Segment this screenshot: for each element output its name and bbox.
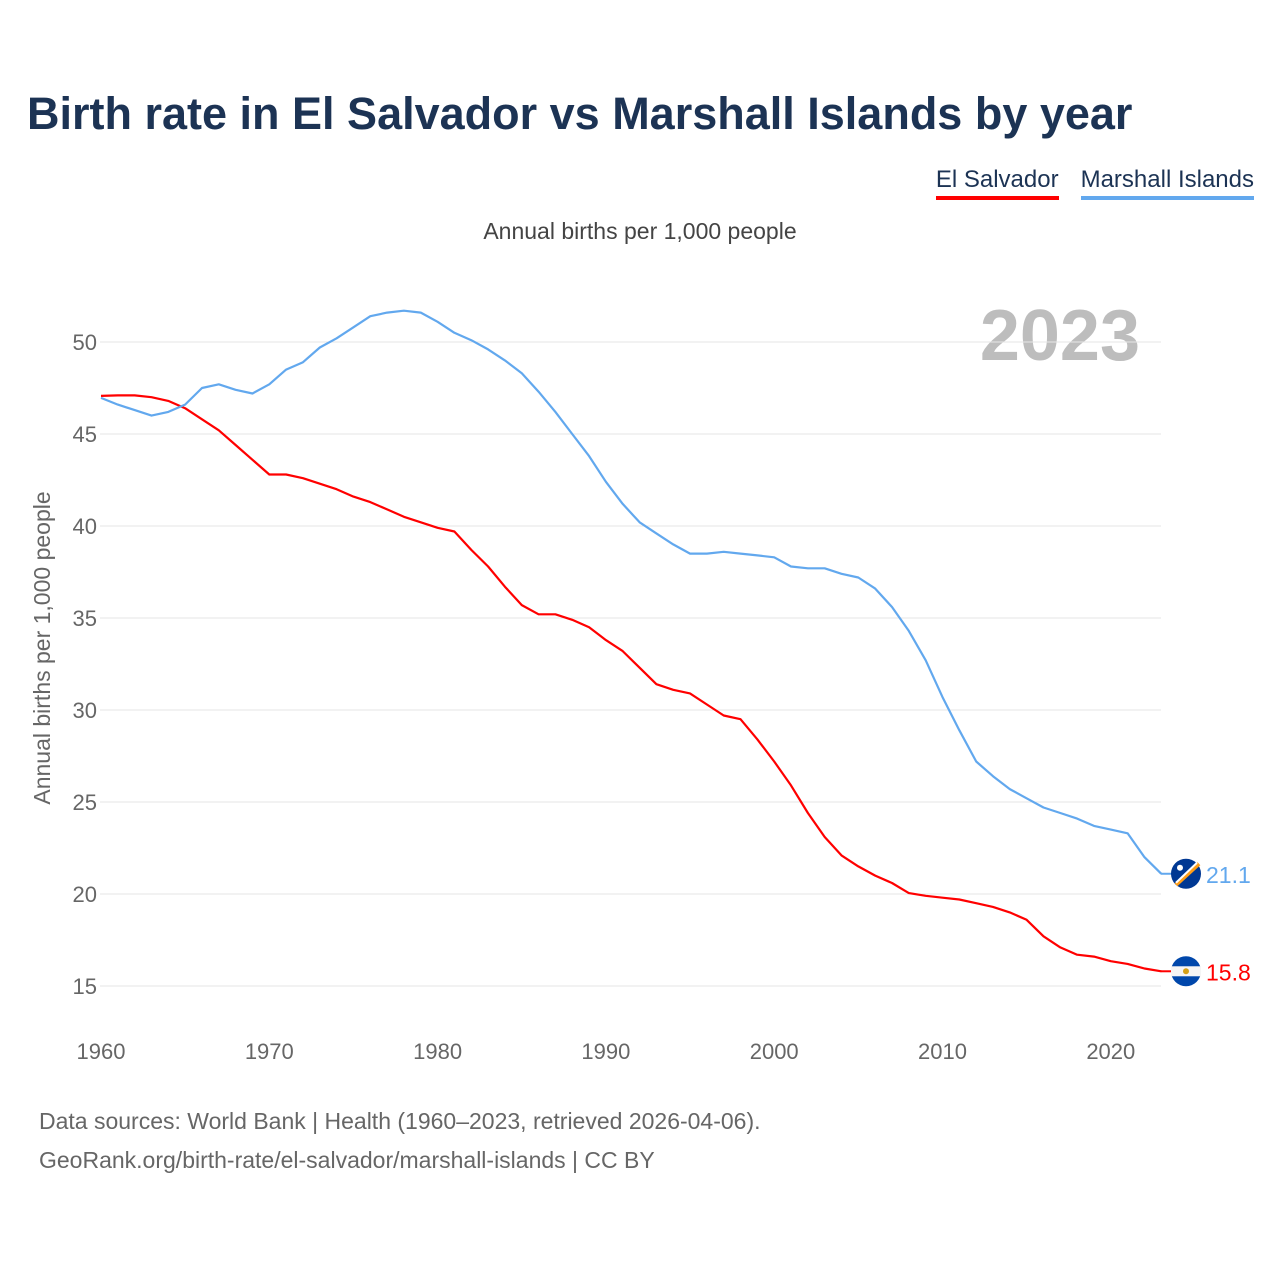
flag-ray-white: [1175, 862, 1198, 884]
y-tick-label: 35: [73, 606, 97, 631]
legend: El Salvador Marshall Islands: [935, 166, 1254, 200]
y-tick-label: 45: [73, 422, 97, 447]
x-tick-label: 1980: [413, 1039, 462, 1064]
x-tick-label: 1970: [245, 1039, 294, 1064]
y-tick-label: 50: [73, 330, 97, 355]
y-tick-label: 40: [73, 514, 97, 539]
series-line-marshall-islands: [100, 309, 1163, 875]
x-tick-label: 1990: [581, 1039, 630, 1064]
y-tick-label: 20: [73, 882, 97, 907]
series-line-el-salvador: [100, 394, 1162, 973]
x-tick-label: 2000: [750, 1039, 799, 1064]
x-tick-label: 2020: [1086, 1039, 1135, 1064]
y-tick-label: 15: [73, 974, 97, 999]
flag-emblem: [1183, 968, 1189, 975]
source-line-2: GeoRank.org/birth-rate/el-salvador/marsh…: [39, 1147, 655, 1173]
y-tick-label: 25: [73, 790, 97, 815]
year-badge: 2023: [980, 296, 1140, 376]
y-tick-label: 30: [73, 698, 97, 723]
end-value-label: 15.8: [1206, 959, 1251, 985]
flag-star: [1177, 864, 1183, 871]
legend-item-marshall-islands[interactable]: Marshall Islands: [1080, 166, 1254, 200]
flag-ray-orange: [1174, 862, 1201, 887]
end-value-label: 21.1: [1206, 862, 1251, 888]
chart-subtitle: Annual births per 1,000 people: [483, 218, 797, 244]
source-line-1: Data sources: World Bank | Health (1960–…: [39, 1108, 761, 1134]
x-tick-label: 2010: [918, 1039, 967, 1064]
legend-item-el-salvador[interactable]: El Salvador: [935, 166, 1059, 200]
x-tick-label: 1960: [77, 1039, 126, 1064]
chart-title: Birth rate in El Salvador vs Marshall Is…: [27, 88, 1133, 139]
y-axis-label: Annual births per 1,000 people: [29, 491, 55, 804]
